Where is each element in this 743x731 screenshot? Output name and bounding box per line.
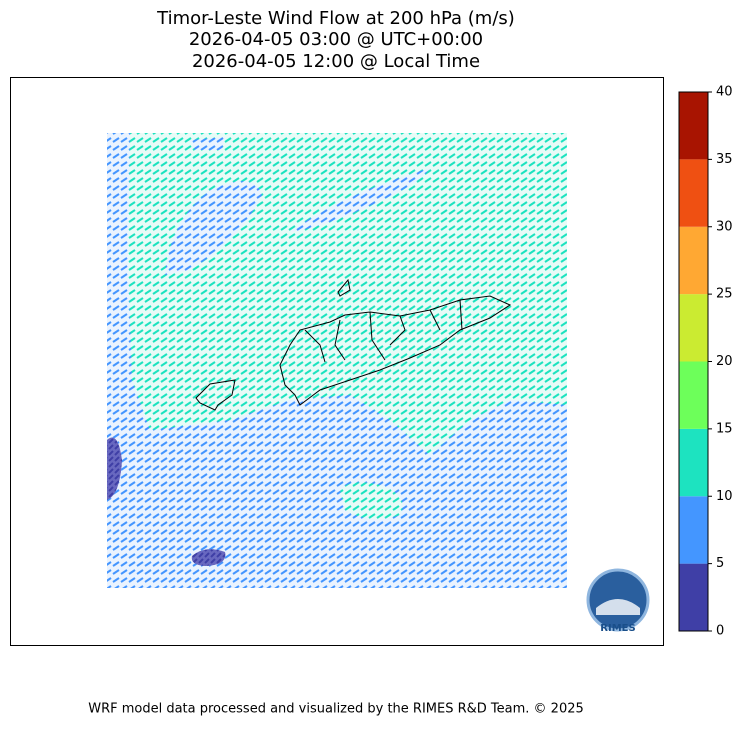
colorbar-tick-label: 5 — [716, 556, 724, 571]
logo-text: RIMES — [600, 623, 635, 634]
title-line: Timor-Leste Wind Flow at 200 hPa (m/s) — [156, 8, 515, 29]
colorbar-tick-label: 0 — [716, 624, 724, 639]
colorbar-segment — [679, 496, 708, 564]
colorbar-tick-label: 20 — [716, 354, 733, 369]
colorbar-segment — [679, 92, 708, 160]
colorbar-segment — [679, 226, 708, 295]
island-outlines — [195, 278, 512, 411]
colorbar-segment — [679, 428, 708, 497]
colorbar-segment — [679, 361, 708, 429]
title-line: 2026-04-05 03:00 @ UTC+00:00 — [189, 29, 483, 50]
colorbar-tick-label: 15 — [716, 421, 733, 436]
colorbar-segment — [679, 294, 708, 362]
colorbar-segment — [679, 159, 708, 227]
colorbar-tick-label: 25 — [716, 287, 733, 302]
wind-field — [107, 133, 567, 588]
colorbar-tick-label: 40 — [716, 85, 733, 100]
title-line: 2026-04-05 12:00 @ Local Time — [192, 51, 480, 72]
colorbar: 0 5 10 15 20 25 30 35 40 — [678, 85, 733, 639]
colorbar-tick-label: 10 — [716, 489, 733, 504]
colorbar-tick-label: 30 — [716, 219, 733, 234]
logo: RIMES — [586, 568, 650, 634]
colorbar-segment — [679, 563, 708, 631]
footer: WRF model data processed and visualized … — [88, 702, 584, 717]
colorbar-tick-label: 35 — [716, 152, 733, 167]
